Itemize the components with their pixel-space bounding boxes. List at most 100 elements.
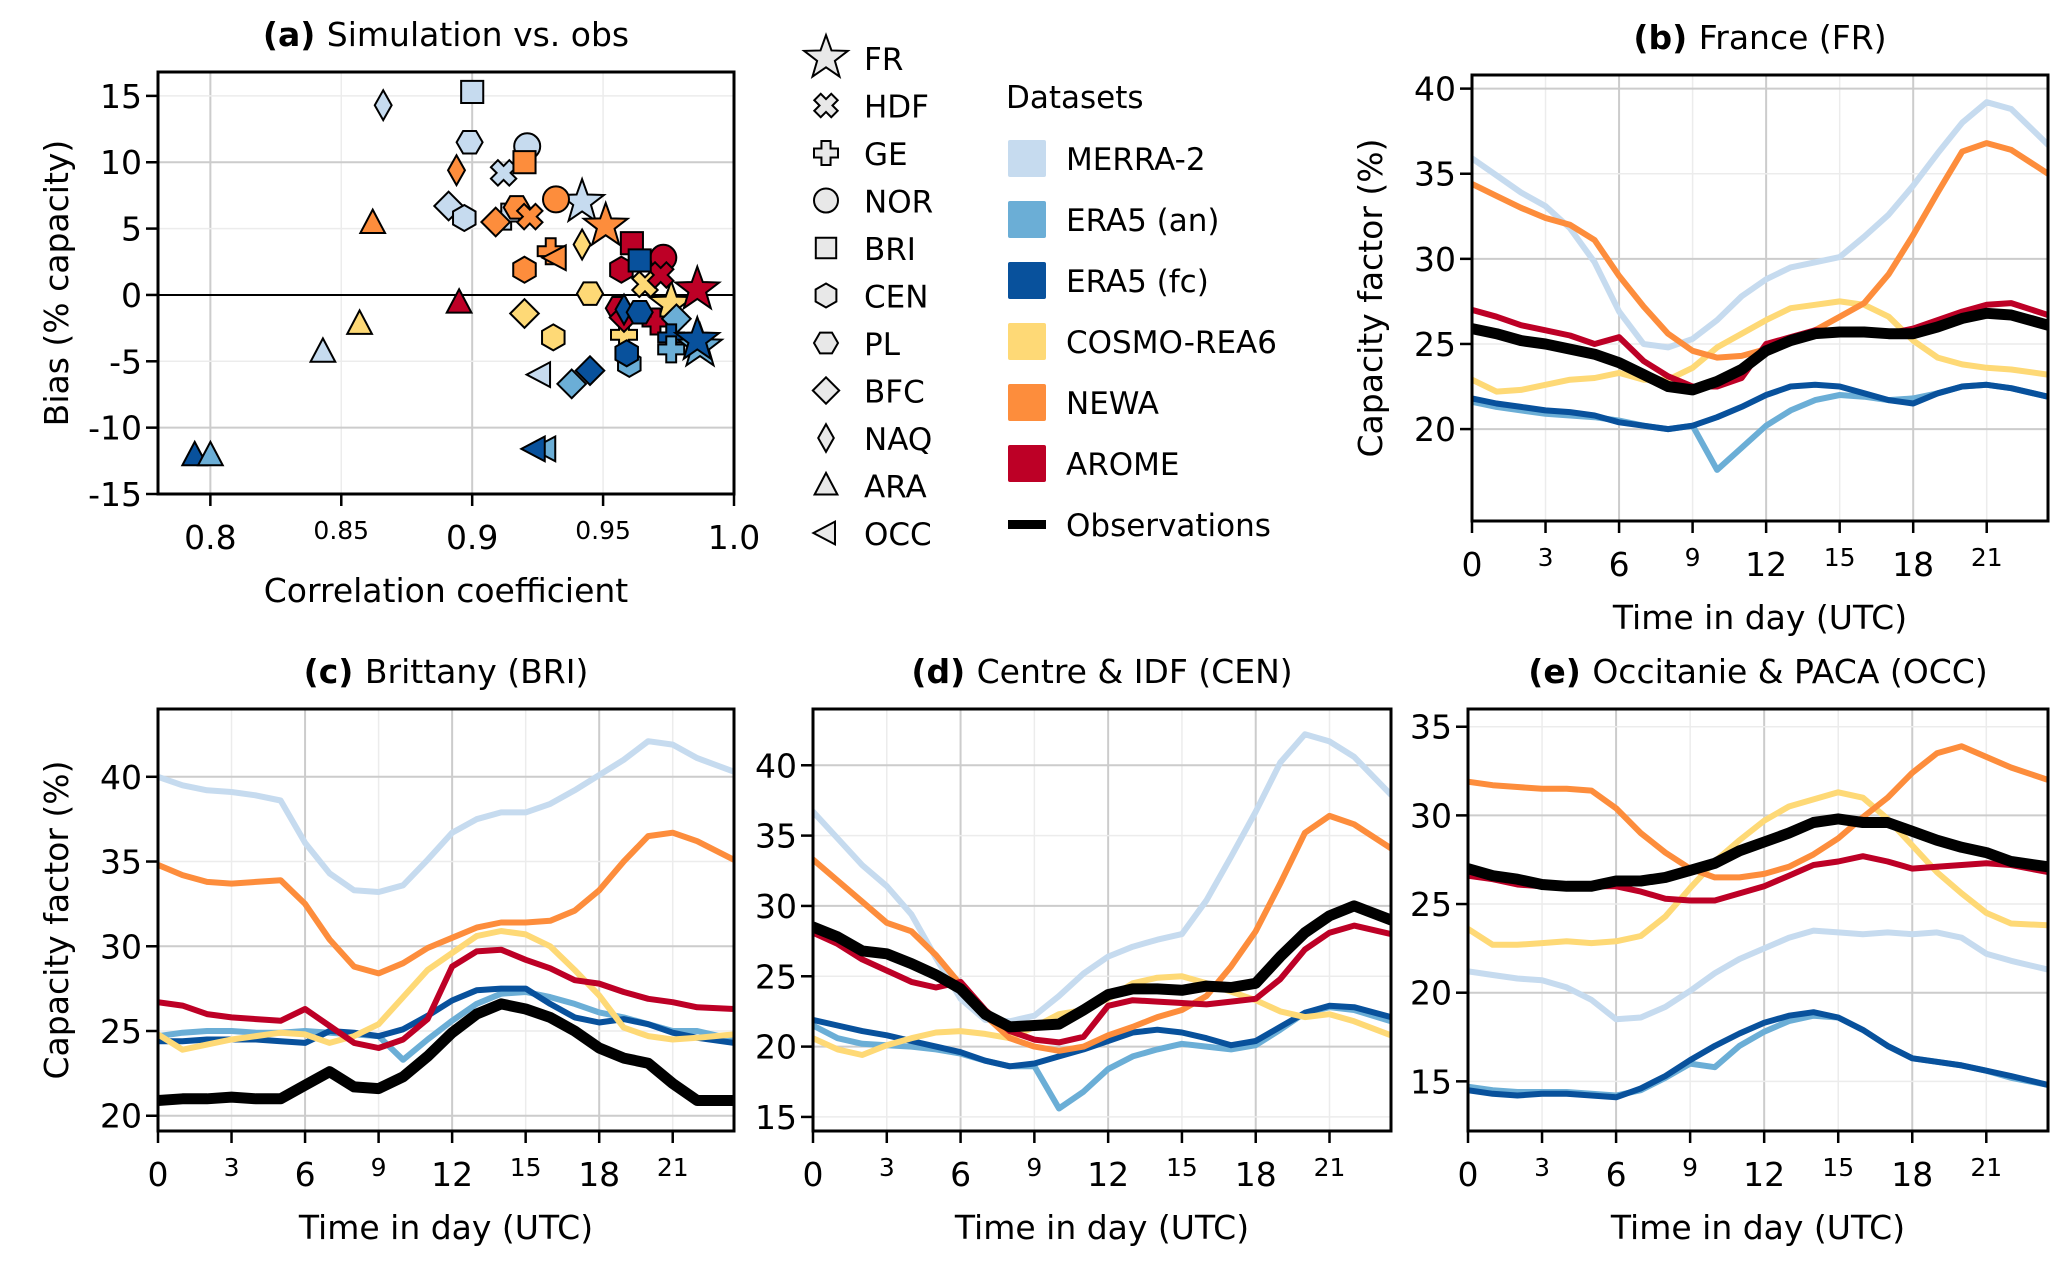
legend-item-ge: GE <box>813 137 908 173</box>
y-axis-label: Bias (% capacity) <box>37 140 76 427</box>
line-cosmo-rea6 <box>1468 789 2048 948</box>
x-tick-label: 0.8 <box>184 518 236 557</box>
scatter-point-fr <box>672 314 722 362</box>
x-tick-label: 0 <box>1458 1155 1479 1194</box>
legend-label: OCC <box>864 517 932 553</box>
legend-label: NEWA <box>1066 386 1159 422</box>
legend-label: PL <box>864 327 901 363</box>
scatter-point-fr <box>581 199 631 247</box>
line-merra-2 <box>158 738 734 895</box>
x-tick-label: 15 <box>1822 1153 1854 1182</box>
scatter-point-cen <box>541 323 566 352</box>
x-tick-label: 3 <box>1538 543 1554 572</box>
legend-label: ERA5 (an) <box>1066 203 1220 239</box>
line-era5-an- <box>813 1004 1391 1112</box>
legend-item-occ: OCC <box>811 517 932 553</box>
y-tick-label: 30 <box>1414 240 1456 279</box>
scatter-point-bfc <box>508 297 541 330</box>
panel-e: 0 3 6 9 12 15 18 21 15 20 25 30 35 (e) Occitanie & PA… <box>1410 652 2050 1247</box>
scatter-point-ara <box>445 287 474 314</box>
y-tick-label: 35 <box>755 817 797 856</box>
axes-frame <box>156 70 736 496</box>
color-swatch <box>1008 201 1046 238</box>
scatter-point-cen <box>512 255 537 284</box>
legend-title: Datasets <box>1006 80 1144 116</box>
y-tick-label: 40 <box>1414 70 1456 109</box>
scatter-point-pl <box>455 130 484 155</box>
x-tick-label: 18 <box>1235 1155 1277 1194</box>
panel-c: 0 3 6 9 12 15 18 21 20 25 30 35 40 (c) Brittany (BRI)… <box>37 652 736 1247</box>
diamond-icon <box>811 375 841 406</box>
triangle-left-icon <box>811 519 836 547</box>
y-tick-label: 25 <box>755 957 797 996</box>
star-icon <box>801 32 851 79</box>
panel-title-text: France (FR) <box>1699 18 1887 57</box>
y-tick-label: 15 <box>100 77 142 116</box>
y-tick-label: 20 <box>1410 974 1452 1013</box>
legend-label: HDF <box>864 90 929 126</box>
x-tick-label: 21 <box>1971 543 2003 572</box>
x-filled-icon <box>812 92 840 119</box>
scatter-point-pl <box>625 299 654 325</box>
y-tick-label: 30 <box>100 927 142 966</box>
legend-item-pl: PL <box>812 327 901 363</box>
y-tick-label: 40 <box>100 758 142 797</box>
line-newa <box>158 829 734 977</box>
scatter-point-bfc <box>574 354 606 387</box>
x-tick-label: 0.95 <box>575 516 631 545</box>
x-tick-label: 21 <box>1314 1153 1346 1182</box>
legend-label: MERRA-2 <box>1066 142 1206 178</box>
x-tick-label: 21 <box>1970 1153 2002 1182</box>
legend-label: BRI <box>864 232 916 268</box>
legend-item-era5-an-: ERA5 (an) <box>1008 201 1220 239</box>
legend-item-nor: NOR <box>812 185 933 221</box>
line-observations <box>1472 307 2048 396</box>
x-tick-label: 0 <box>1462 545 1483 584</box>
x-tick-label: 15 <box>510 1153 542 1182</box>
x-tick-label: 9 <box>1685 543 1701 572</box>
scatter-point-naq <box>572 227 592 262</box>
y-tick-label: 10 <box>100 143 142 182</box>
x-axis-label: Time in day (UTC) <box>1612 598 1907 637</box>
panel-letter: (a) <box>263 15 327 54</box>
panel-title: (b) France (FR) <box>1633 18 1886 57</box>
scatter-point-bfc <box>555 368 588 400</box>
legend-item-era5-fc-: ERA5 (fc) <box>1008 262 1209 300</box>
panel-a: 0.8 0.85 0.9 0.95 1.0 -15 -10 -5 0 5 10 15 (a) Simul… <box>37 15 760 610</box>
x-tick-label: 1.0 <box>708 518 760 557</box>
scatter-point-cen <box>614 339 639 368</box>
scatter-point-occ <box>540 243 567 272</box>
axes-frame <box>1470 73 2050 523</box>
legend-label: NAQ <box>864 422 932 458</box>
line-observations <box>158 998 734 1106</box>
plus-filled-icon <box>813 140 839 166</box>
panel-title-text: Brittany (BRI) <box>365 652 588 691</box>
scatter-point-naq <box>446 153 467 188</box>
line-newa <box>1468 743 2048 881</box>
x-tick-label: 18 <box>1891 1155 1933 1194</box>
legend-item-cosmo-rea6: COSMO-REA6 <box>1008 323 1277 361</box>
x-tick-label: 15 <box>1824 543 1856 572</box>
y-tick-label: 25 <box>1414 325 1456 364</box>
line-arome <box>158 946 734 1051</box>
legend-label: FR <box>864 42 903 78</box>
scatter-point-hdf <box>489 158 518 188</box>
x-tick-label: 0 <box>148 1155 169 1194</box>
legend-item-bfc: BFC <box>811 375 925 411</box>
scatter-point-ara <box>358 207 387 235</box>
y-tick-label: 20 <box>100 1097 142 1136</box>
legend-label: BFC <box>864 375 925 411</box>
scatter-point-ara <box>196 439 225 467</box>
color-swatch <box>1008 323 1046 360</box>
panel-d: 0 3 6 9 12 15 18 21 15 20 25 30 35 40 (d) Centre & IDF… <box>755 652 1393 1247</box>
x-tick-label: 6 <box>1609 545 1630 584</box>
scatter-point-occ <box>519 434 546 463</box>
scatter-point-bri <box>460 79 485 104</box>
color-swatch <box>1008 445 1046 482</box>
x-tick-label: 0.9 <box>446 518 498 557</box>
circle-icon <box>812 187 840 214</box>
x-tick-label: 6 <box>1606 1155 1627 1194</box>
y-tick-label: 20 <box>1414 410 1456 449</box>
y-tick-label: 15 <box>755 1098 797 1137</box>
legend-label: Observations <box>1066 508 1271 544</box>
